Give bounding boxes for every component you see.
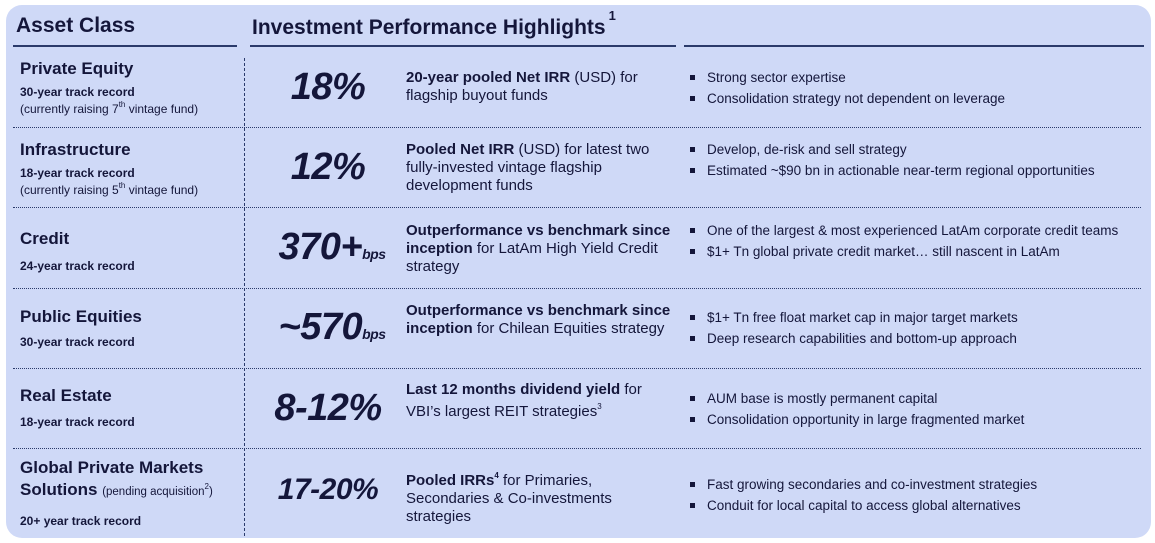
metric-value: 17-20% <box>277 473 379 506</box>
bullet-list: $1+ Tn free float market cap in major ta… <box>688 309 1138 351</box>
metric-value: 8-12% <box>274 387 382 429</box>
bullet-list: One of the largest & most experienced La… <box>688 222 1138 264</box>
track-record: 18-year track record <box>20 166 135 180</box>
header-rule-right <box>684 45 1144 47</box>
footnote-3: 3 <box>597 402 602 411</box>
bullet-item: AUM base is mostly permanent capital <box>688 390 1138 407</box>
bullet-item: $1+ Tn global private credit market… sti… <box>688 243 1138 260</box>
raising-note: (currently raising 7th vintage fund) <box>20 100 199 116</box>
content-panel <box>6 5 1151 538</box>
asset-class-name: Infrastructure <box>20 140 131 159</box>
track-record: 30-year track record <box>20 335 135 349</box>
metric-description: Last 12 months dividend yield for VBI’s … <box>406 381 642 420</box>
bullet-item: Estimated ~$90 bn in actionable near-ter… <box>688 162 1138 179</box>
bullet-list: Fast growing secondaries and co-investme… <box>688 476 1138 518</box>
metric-description: Pooled Net IRR (USD) for latest two full… <box>406 141 650 194</box>
pending-acquisition-note: (pending acquisition2) <box>102 482 213 498</box>
bullet-item: Consolidation strategy not dependent on … <box>688 90 1138 107</box>
track-record: 24-year track record <box>20 259 135 273</box>
asset-class-name: Private Equity <box>20 59 134 78</box>
metric-description: Outperformance vs benchmark since incept… <box>406 222 671 275</box>
metric-unit: bps <box>362 326 386 342</box>
bullet-item: Deep research capabilities and bottom-up… <box>688 330 1138 347</box>
asset-class-name: Credit <box>20 229 70 248</box>
highlights-header: Investment Performance Highlights1 <box>252 8 616 40</box>
track-record: 18-year track record <box>20 415 135 429</box>
asset-class-header: Asset Class <box>16 14 136 37</box>
metric-value: 12% <box>290 146 366 188</box>
bullet-list: Strong sector expertise Consolidation st… <box>688 69 1138 111</box>
row-separator <box>13 448 1141 449</box>
raising-note: (currently raising 5th vintage fund) <box>20 181 199 197</box>
header-rule-left <box>13 45 237 47</box>
asset-class-cell: Real Estate 18-year track record <box>20 386 135 429</box>
asset-class-cell: Public Equities 30-year track record <box>20 307 142 349</box>
asset-class-name: Public Equities <box>20 307 142 326</box>
bullet-item: Strong sector expertise <box>688 69 1138 86</box>
metric-description: Outperformance vs benchmark since incept… <box>406 302 671 337</box>
bullet-list: AUM base is mostly permanent capital Con… <box>688 390 1138 432</box>
bullet-item: One of the largest & most experienced La… <box>688 222 1138 239</box>
track-record: 30-year track record <box>20 85 135 99</box>
row-separator <box>13 368 1141 369</box>
metric-description: Pooled IRRs4 for Primaries, Secondaries … <box>406 471 612 525</box>
bullet-item: Consolidation opportunity in large fragm… <box>688 411 1138 428</box>
row-separator <box>13 288 1141 289</box>
header-rule-middle <box>250 45 676 47</box>
bullet-list: Develop, de-risk and sell strategy Estim… <box>688 141 1138 183</box>
bullet-item: Conduit for local capital to access glob… <box>688 497 1138 514</box>
bullet-item: Develop, de-risk and sell strategy <box>688 141 1138 158</box>
asset-class-cell: Infrastructure 18-year track record (cur… <box>20 140 198 197</box>
bullet-item: Fast growing secondaries and co-investme… <box>688 476 1138 493</box>
asset-class-cell: Global Private Markets Solutions (pendin… <box>20 458 235 528</box>
metric-unit: bps <box>362 246 386 262</box>
column-divider <box>244 58 245 536</box>
metric-description: 20-year pooled Net IRR (USD) for flagshi… <box>406 69 638 104</box>
row-separator <box>13 127 1141 128</box>
asset-class-name: Global Private Markets Solutions (pendin… <box>20 458 213 499</box>
highlights-header-text: Investment Performance Highlights <box>252 16 606 39</box>
bullet-item: $1+ Tn free float market cap in major ta… <box>688 309 1138 326</box>
track-record: 20+ year track record <box>20 513 142 528</box>
highlights-footnote: 1 <box>608 8 616 23</box>
footnote-4: 4 <box>494 471 499 480</box>
asset-class-cell: Private Equity 30-year track record (cur… <box>20 59 198 116</box>
asset-class-name: Real Estate <box>20 386 112 405</box>
metric-value: 370+bps <box>278 226 386 268</box>
row-separator <box>13 207 1141 208</box>
metric-value: ~570bps <box>278 306 386 348</box>
asset-class-cell: Credit 24-year track record <box>20 229 135 273</box>
metric-value: 18% <box>290 66 366 108</box>
